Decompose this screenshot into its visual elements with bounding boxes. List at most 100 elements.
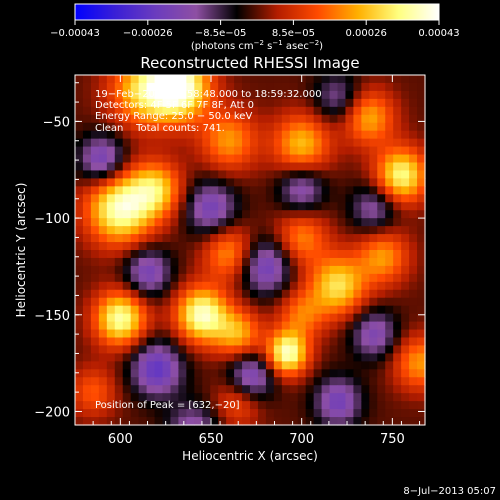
heatmap-cell	[250, 250, 259, 259]
heatmap-cell	[353, 281, 362, 291]
heatmap-cell	[210, 242, 219, 251]
heatmap-cell	[273, 273, 283, 283]
heatmap-cell	[297, 146, 307, 156]
heatmap-cell	[154, 281, 164, 291]
heatmap-cell	[393, 250, 402, 259]
heatmap-cell	[377, 250, 386, 259]
heatmap-cell	[122, 202, 132, 211]
heatmap-cell	[265, 122, 275, 132]
heatmap-cell	[138, 98, 148, 108]
heatmap-cell	[106, 281, 116, 291]
heatmap-cell	[226, 313, 235, 323]
heatmap-cell	[98, 257, 108, 267]
heatmap-cell	[106, 289, 116, 299]
heatmap-cell	[369, 273, 378, 283]
heatmap-cell	[218, 305, 227, 315]
heatmap-cell	[242, 281, 251, 291]
heatmap-cell	[138, 265, 148, 275]
heatmap-cell	[218, 361, 227, 370]
heatmap-cell	[154, 138, 164, 148]
heatmap-cell	[82, 257, 92, 267]
heatmap-cell	[321, 393, 331, 402]
heatmap-cell	[194, 234, 203, 243]
heatmap-cell	[329, 154, 339, 164]
heatmap-cell	[273, 265, 283, 275]
heatmap-cell	[138, 114, 148, 124]
heatmap-cell	[202, 417, 211, 426]
heatmap-cell	[138, 82, 148, 92]
heatmap-cell	[75, 281, 84, 291]
heatmap-cell	[98, 345, 108, 354]
heatmap-cell	[273, 321, 283, 331]
heatmap-cell	[186, 130, 195, 140]
heatmap-cell	[361, 321, 370, 331]
heatmap-cell	[202, 138, 211, 148]
heatmap-cell	[218, 194, 227, 203]
heatmap-cell	[234, 226, 243, 235]
heatmap-cell	[234, 162, 243, 172]
heatmap-cell	[401, 289, 410, 299]
heatmap-cell	[409, 234, 418, 243]
heatmap-cell	[305, 194, 315, 203]
heatmap-cell	[106, 393, 116, 402]
heatmap-cell	[393, 417, 402, 426]
heatmap-cell	[218, 82, 227, 92]
heatmap-cell	[409, 250, 418, 259]
heatmap-cell	[353, 170, 362, 179]
annotation-time-range: 19−Feb−2009 18:58:48.000 to 18:59:32.000	[95, 89, 322, 100]
heatmap-cell	[98, 178, 108, 187]
heatmap-cell	[114, 130, 124, 140]
heatmap-cell	[106, 242, 116, 251]
heatmap-cell	[289, 146, 299, 156]
plot-frame	[74, 74, 426, 426]
heatmap-cell	[385, 257, 394, 267]
heatmap-cell	[281, 257, 291, 267]
heatmap-cell	[265, 210, 275, 219]
heatmap-cell	[353, 250, 362, 259]
heatmap-cell	[194, 409, 203, 418]
heatmap-cell	[75, 313, 84, 323]
heatmap-cell	[226, 98, 235, 108]
heatmap-cell	[226, 114, 235, 124]
heatmap-cell	[130, 178, 140, 187]
heatmap-cell	[194, 321, 203, 331]
heatmap-cell	[202, 226, 211, 235]
heatmap-cell	[289, 218, 299, 227]
heatmap-cell	[329, 297, 339, 307]
heatmap-cell	[353, 186, 362, 195]
heatmap-cell	[281, 337, 291, 347]
heatmap-cell	[257, 90, 267, 100]
heatmap-cell	[122, 154, 132, 164]
heatmap-cell	[178, 417, 187, 426]
heatmap-cell	[106, 210, 116, 219]
heatmap-cell	[226, 154, 235, 164]
heatmap-cell	[329, 130, 339, 140]
heatmap-cell	[337, 281, 347, 291]
heatmap-cell	[273, 162, 283, 172]
heatmap-cell	[257, 353, 267, 362]
heatmap-cell	[130, 385, 140, 394]
heatmap-cell	[361, 210, 370, 219]
heatmap-cell	[353, 218, 362, 227]
heatmap-cell	[417, 289, 426, 299]
heatmap-cell	[265, 273, 275, 283]
heatmap-cell	[154, 409, 164, 418]
heatmap-cell	[186, 218, 195, 227]
heatmap-cell	[377, 297, 386, 307]
heatmap-cell	[321, 321, 331, 331]
heatmap-cell	[313, 138, 323, 148]
heatmap-cell	[257, 218, 267, 227]
heatmap-cell	[114, 393, 124, 402]
heatmap-cell	[321, 305, 331, 315]
heatmap-cell	[75, 122, 84, 132]
heatmap-cell	[242, 146, 251, 156]
heatmap-cell	[393, 226, 402, 235]
heatmap-cell	[178, 265, 187, 275]
heatmap-cell	[130, 337, 140, 347]
heatmap-cell	[114, 75, 124, 84]
heatmap-cell	[162, 170, 172, 179]
heatmap-cell	[297, 393, 307, 402]
heatmap-cell	[265, 218, 275, 227]
heatmap-cell	[393, 194, 402, 203]
heatmap-cell	[281, 417, 291, 426]
